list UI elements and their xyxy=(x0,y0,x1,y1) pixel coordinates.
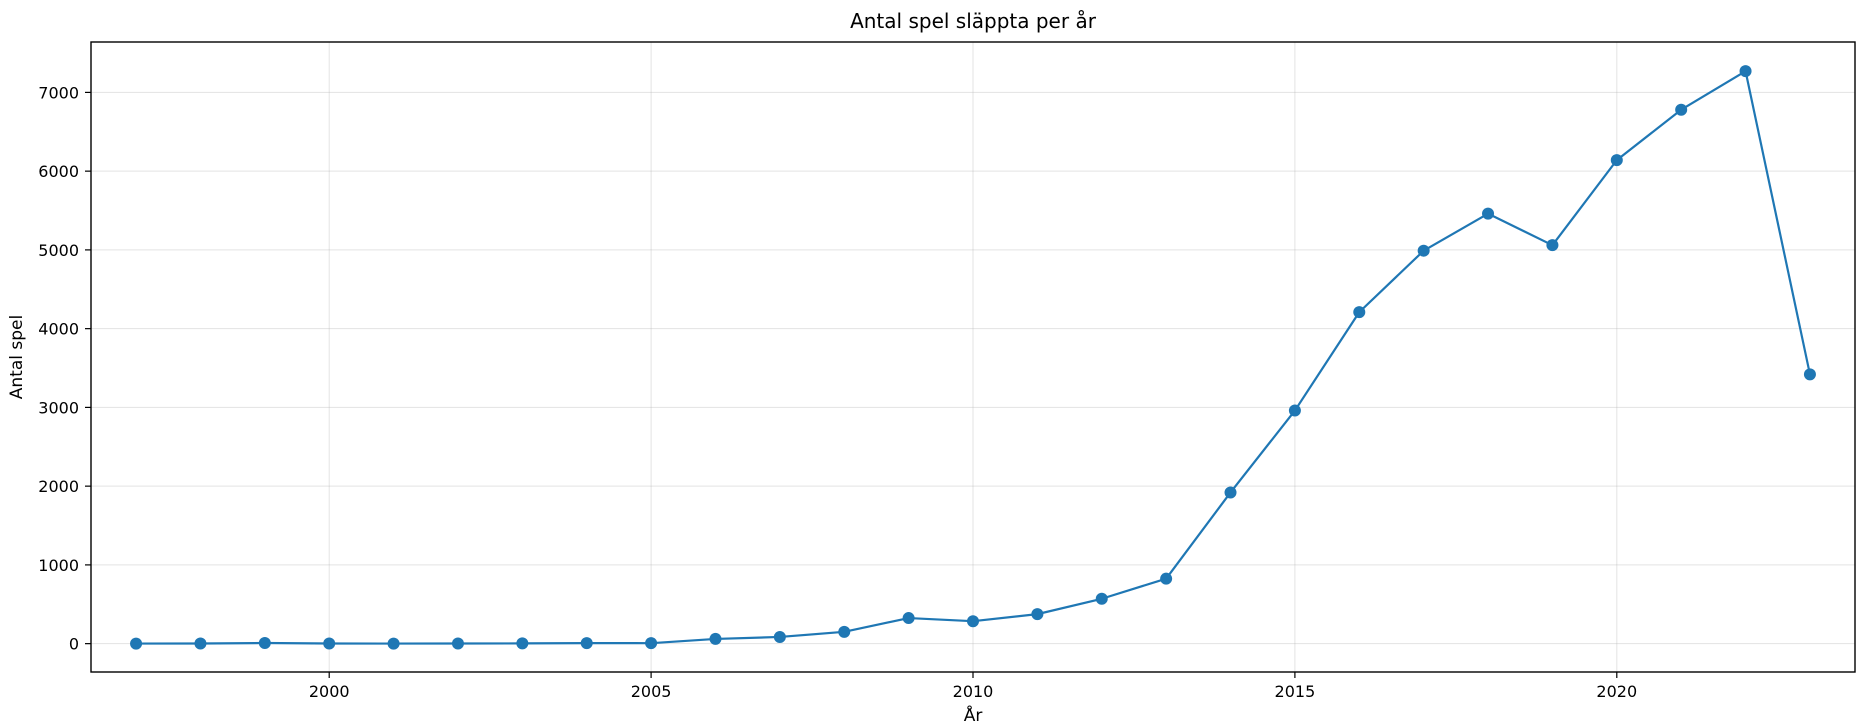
data-point xyxy=(194,637,207,650)
data-point xyxy=(580,637,593,650)
data-point xyxy=(1160,572,1173,585)
x-tick-label: 2005 xyxy=(631,682,672,701)
data-point xyxy=(1803,368,1816,381)
series-layer xyxy=(130,65,1816,650)
chart-title: Antal spel släppta per år xyxy=(850,9,1097,33)
data-point xyxy=(709,632,722,645)
data-point xyxy=(902,612,915,625)
y-tick-label: 5000 xyxy=(38,241,79,260)
data-point xyxy=(1288,404,1301,417)
data-point xyxy=(645,637,658,650)
y-axis: 0 1000 2000 3000 4000 5000 6000 7000 xyxy=(38,83,91,654)
x-axis: 2000 2005 2010 2015 2020 xyxy=(309,672,1637,701)
data-point xyxy=(773,630,786,643)
data-point xyxy=(258,637,271,650)
y-tick-label: 1000 xyxy=(38,556,79,575)
y-tick-label: 4000 xyxy=(38,320,79,339)
x-tick-label: 2010 xyxy=(953,682,994,701)
data-point xyxy=(387,637,400,650)
x-tick-label: 2015 xyxy=(1275,682,1316,701)
data-point xyxy=(323,637,336,650)
x-axis-label: År xyxy=(964,704,983,726)
data-point xyxy=(1353,306,1366,319)
y-axis-label: Antal spel xyxy=(7,315,27,399)
data-point xyxy=(1546,239,1559,252)
x-tick-label: 2000 xyxy=(309,682,350,701)
y-tick-label: 3000 xyxy=(38,398,79,417)
data-point xyxy=(1224,486,1237,499)
data-point xyxy=(1675,103,1688,116)
data-point xyxy=(1417,244,1430,257)
data-point xyxy=(130,637,143,650)
data-point xyxy=(516,637,529,650)
data-point xyxy=(967,615,979,628)
data-point xyxy=(1482,207,1495,220)
x-tick-label: 2020 xyxy=(1596,682,1637,701)
data-point xyxy=(1031,608,1044,621)
y-tick-label: 2000 xyxy=(38,477,79,496)
data-point xyxy=(451,637,464,650)
data-point xyxy=(838,625,851,638)
data-point xyxy=(1610,154,1623,167)
data-point xyxy=(1739,65,1752,78)
y-tick-label: 6000 xyxy=(38,162,79,181)
data-point xyxy=(1095,592,1108,605)
grid xyxy=(91,42,1855,672)
y-tick-label: 0 xyxy=(69,635,79,654)
y-tick-label: 7000 xyxy=(38,83,79,102)
